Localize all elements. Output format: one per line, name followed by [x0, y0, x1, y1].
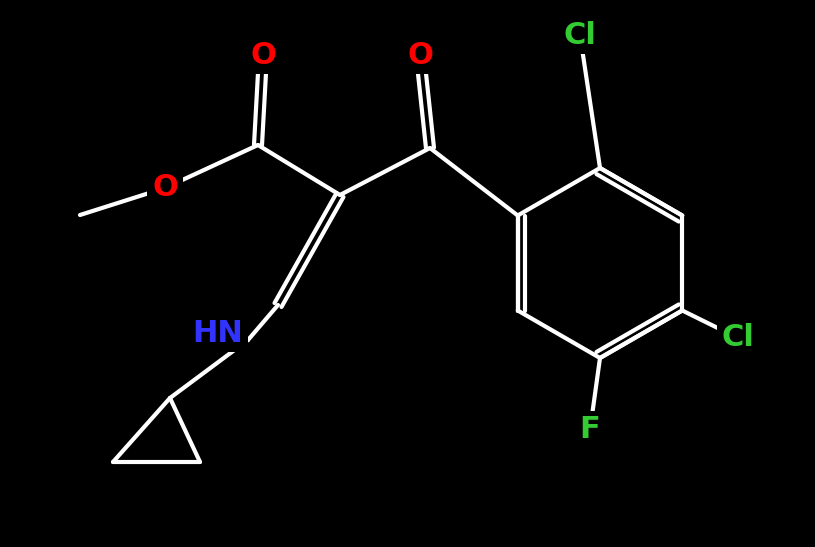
Text: O: O [407, 40, 433, 69]
Text: Cl: Cl [563, 20, 597, 49]
Text: HN: HN [192, 318, 244, 347]
Text: O: O [250, 40, 276, 69]
Text: O: O [152, 173, 178, 202]
Text: F: F [579, 416, 601, 445]
Text: Cl: Cl [721, 323, 755, 352]
